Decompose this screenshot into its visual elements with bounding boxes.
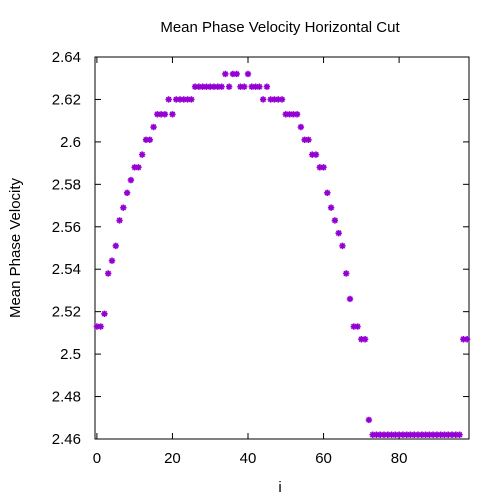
data-point (343, 270, 350, 277)
data-point (108, 257, 116, 264)
data-point (218, 83, 225, 90)
data-point (278, 96, 286, 103)
data-point (305, 136, 312, 143)
data-point (339, 242, 346, 250)
data-point (324, 189, 331, 197)
plot-frame (94, 56, 470, 440)
y-tick-label: 2.58 (52, 176, 81, 193)
data-point (365, 416, 373, 424)
data-point (150, 123, 157, 131)
data-point (116, 217, 123, 224)
x-tick-label: 60 (315, 450, 332, 467)
x-tick-label: 20 (164, 450, 181, 467)
chart-title: Mean Phase Velocity Horizontal Cut (160, 19, 400, 36)
data-point (101, 310, 108, 317)
data-point (146, 136, 153, 143)
x-tick-label: 40 (240, 450, 257, 467)
x-tick-label: 80 (391, 450, 408, 467)
data-point (127, 176, 135, 184)
data-point (456, 431, 463, 438)
data-points (93, 70, 471, 438)
data-point (120, 204, 127, 211)
y-tick-label: 2.56 (52, 219, 81, 236)
data-point (256, 83, 263, 90)
data-point (297, 123, 305, 131)
data-point (135, 164, 142, 171)
y-tick-label: 2.6 (60, 134, 81, 151)
data-point (463, 336, 471, 343)
data-point (331, 217, 339, 224)
data-point (320, 164, 327, 171)
data-point (165, 96, 172, 103)
data-point (293, 111, 301, 118)
data-point (361, 336, 369, 343)
data-point (259, 96, 267, 103)
data-point (346, 295, 354, 303)
data-point (263, 83, 271, 90)
y-tick-label: 2.46 (52, 431, 81, 448)
data-point (225, 83, 233, 90)
x-axis: 0 20 40 60 80 (93, 57, 408, 467)
y-axis: 2.46 2.48 2.5 2.52 2.54 2.56 2.58 2.6 2.62 2.64 (52, 49, 469, 448)
data-point (354, 323, 361, 330)
data-point (335, 229, 342, 237)
y-tick-label: 2.48 (52, 389, 81, 406)
data-point (241, 83, 248, 90)
data-point (123, 189, 131, 197)
y-tick-label: 2.5 (60, 346, 81, 363)
data-point (244, 70, 252, 78)
y-tick-label: 2.52 (52, 304, 81, 321)
y-tick-label: 2.64 (52, 49, 81, 66)
data-point (161, 111, 169, 118)
data-point (112, 242, 119, 250)
data-point (139, 151, 146, 158)
x-axis-label: i (278, 479, 281, 496)
data-point (105, 270, 112, 277)
data-point (222, 70, 229, 78)
y-axis-label: Mean Phase Velocity (7, 177, 24, 318)
x-tick-label: 0 (93, 450, 101, 467)
data-point (169, 111, 176, 118)
data-point (97, 323, 104, 330)
y-tick-label: 2.54 (52, 261, 81, 278)
data-point (312, 151, 320, 158)
data-point (327, 204, 335, 211)
data-point (233, 70, 240, 78)
y-tick-label: 2.62 (52, 91, 81, 108)
data-point (188, 96, 195, 103)
